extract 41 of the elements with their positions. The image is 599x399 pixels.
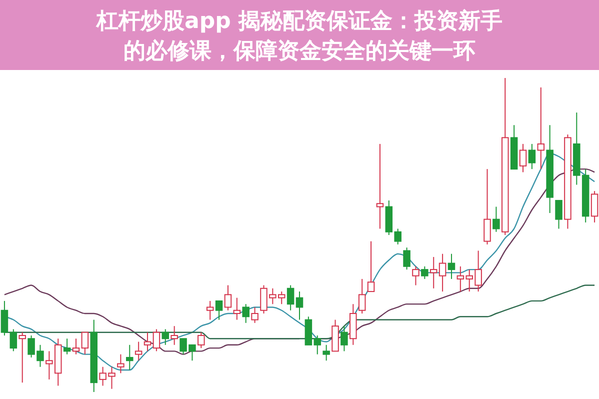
candlestick (376, 143, 384, 230)
candlestick (152, 328, 160, 352)
candlestick (251, 306, 258, 324)
chart-title: 杠杆炒股app 揭秘配资保证金：投资新手的必修课，保障资金安全的关键一环 (95, 8, 503, 64)
candlestick (224, 284, 232, 311)
candlestick (144, 332, 152, 352)
candlestick (412, 266, 420, 286)
candlestick (206, 300, 214, 320)
candlestick (492, 206, 500, 232)
candlestick (314, 334, 322, 355)
candlestick (286, 284, 294, 311)
candlestick (537, 86, 545, 170)
candlestick (438, 253, 446, 292)
candlestick (430, 256, 438, 289)
candlestick (421, 266, 428, 280)
candlestick (340, 326, 348, 352)
candlestick (322, 344, 330, 362)
candlestick (170, 326, 178, 346)
candlestick (18, 332, 26, 384)
candlestick (519, 143, 527, 173)
candlestick (555, 200, 562, 230)
candlestick (367, 240, 375, 292)
candlestick (198, 332, 205, 349)
candlestick (233, 297, 241, 320)
candlestick (134, 341, 142, 362)
candlestick (528, 143, 536, 170)
candlestick (0, 300, 8, 336)
candlestick (63, 338, 71, 355)
candlestick (484, 168, 491, 245)
candlestick (117, 354, 124, 374)
candlestick (448, 253, 456, 280)
candlestick (162, 328, 170, 346)
candlestick (215, 300, 223, 320)
candlestick (81, 332, 89, 355)
candlestick (10, 328, 18, 352)
candlestick (296, 291, 304, 320)
candlestick (126, 344, 134, 371)
candlestick (72, 338, 80, 355)
candlestick (358, 278, 366, 314)
candlestick (242, 304, 250, 324)
candlestick (403, 247, 410, 270)
